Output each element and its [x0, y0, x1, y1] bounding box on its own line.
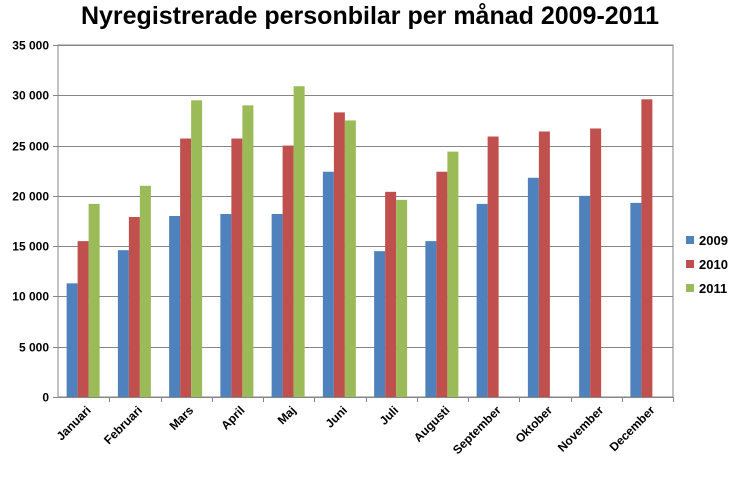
bar-2009-maj: [271, 213, 283, 397]
bar-2011-juni: [344, 120, 356, 397]
x-tick-label: Mars: [167, 403, 197, 433]
bar-2010-februari: [128, 216, 140, 397]
bar-2009-september: [476, 203, 488, 397]
bar-2010-december: [641, 99, 653, 398]
x-tick-label: December: [607, 403, 658, 454]
x-tick-label: November: [555, 403, 607, 455]
bar-2010-mars: [180, 138, 192, 397]
legend-label: 2010: [699, 256, 728, 272]
bar-2009-augusti: [425, 241, 437, 397]
y-tick-label: 30 000: [12, 89, 49, 103]
y-tick-label: 10 000: [12, 290, 49, 304]
bar-2011-maj: [293, 86, 305, 397]
bar-2009-oktober: [527, 177, 539, 397]
bar-2010-april: [231, 138, 243, 397]
x-tick-label: Januari: [54, 403, 94, 443]
legend-item-2009: 2009: [686, 228, 728, 252]
bar-2010-augusti: [436, 171, 448, 397]
x-tick-label: April: [218, 403, 247, 432]
bar-2009-november: [579, 195, 591, 397]
bar-2010-september: [487, 136, 499, 397]
bar-2010-januari: [77, 241, 89, 397]
legend-item-2010: 2010: [686, 252, 728, 276]
x-tick-label: Oktober: [513, 403, 556, 446]
bar-2009-mars: [169, 215, 181, 397]
y-tick-label: 5 000: [19, 341, 49, 355]
bar-2010-maj: [282, 145, 294, 397]
y-tick-label: 0: [42, 391, 49, 405]
legend-item-2011: 2011: [686, 276, 728, 300]
x-tick-label: Maj: [275, 403, 299, 427]
legend-label: 2009: [699, 232, 728, 248]
x-tick-label: September: [450, 403, 504, 457]
bar-2010-oktober: [538, 131, 550, 397]
bar-2009-juni: [322, 171, 334, 397]
bar-2009-januari: [66, 283, 78, 397]
legend-swatch: [686, 260, 694, 268]
x-tick-label: Juni: [323, 403, 350, 430]
y-tick-label: 25 000: [12, 140, 49, 154]
bar-2011-augusti: [447, 151, 459, 397]
legend-swatch: [686, 284, 694, 292]
bar-2010-juli: [385, 191, 397, 397]
x-tick-label: Augusti: [411, 403, 452, 444]
bar-2011-februari: [139, 185, 151, 397]
bar-2011-juli: [396, 199, 408, 397]
bar-2009-juli: [374, 251, 386, 397]
y-tick-label: 20 000: [12, 190, 49, 204]
bar-2009-februari: [117, 250, 129, 397]
bar-2010-november: [590, 128, 602, 397]
bar-2009-april: [220, 213, 232, 397]
bar-2010-juni: [333, 112, 345, 397]
bar-2011-mars: [191, 100, 203, 398]
legend-swatch: [686, 236, 694, 244]
chart-title: Nyregistrerade personbilar per månad 200…: [80, 2, 660, 30]
x-tick-label: Juli: [377, 403, 402, 428]
legend-label: 2011: [699, 280, 728, 296]
chart-legend: 2009 2010 2011: [686, 228, 728, 300]
y-tick-label: 15 000: [12, 240, 49, 254]
x-tick-label: Februari: [101, 403, 145, 447]
bar-2011-april: [242, 105, 254, 397]
bar-2009-december: [630, 202, 642, 397]
y-tick-label: 35 000: [12, 39, 49, 53]
bar-2011-januari: [88, 203, 100, 397]
